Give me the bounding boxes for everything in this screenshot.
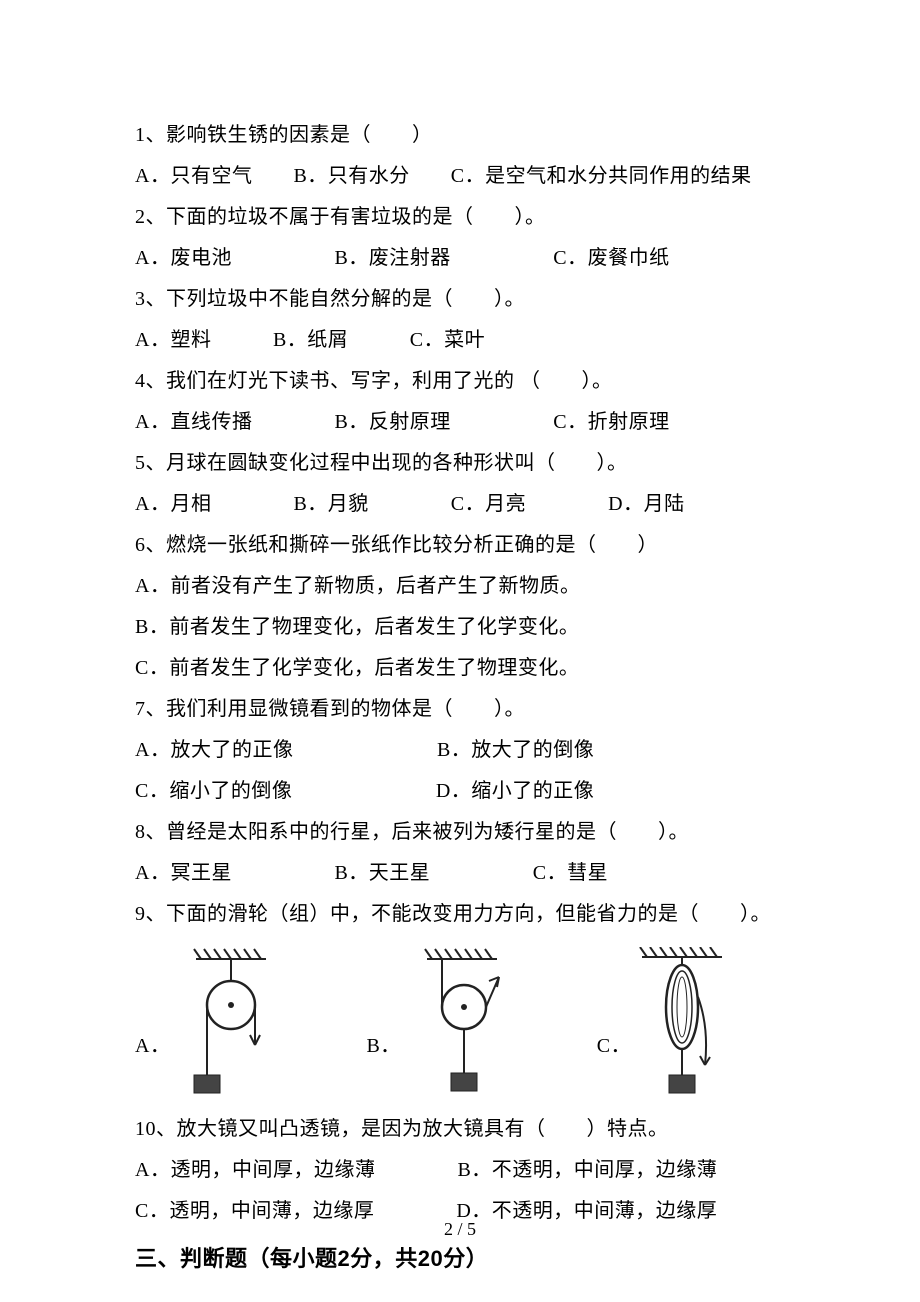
q6-stem: 6、燃烧一张纸和撕碎一张纸作比较分析正确的是（ ） [135, 525, 790, 566]
q10-stem: 10、放大镜又叫凸透镜，是因为放大镜具有（ ）特点。 [135, 1109, 790, 1150]
q7-options-row2: C．缩小了的倒像 D．缩小了的正像 [135, 771, 790, 812]
q3-options: A．塑料 B．纸屑 C．菜叶 [135, 320, 790, 361]
q9-label-a: A． [135, 1026, 170, 1067]
pulley-block-diagram [637, 947, 727, 1097]
q4-stem: 4、我们在灯光下读书、写字，利用了光的 （ ）。 [135, 361, 790, 402]
q2-stem: 2、下面的垃圾不属于有害垃圾的是（ ）。 [135, 197, 790, 238]
q9-label-c: C． [597, 1026, 631, 1067]
q6-option-a: A．前者没有产生了新物质，后者产生了新物质。 [135, 566, 790, 607]
page-content: 1、影响铁生锈的因素是（ ） A．只有空气 B．只有水分 C．是空气和水分共同作… [0, 0, 920, 1281]
fixed-pulley-diagram [176, 947, 286, 1097]
q1-stem: 1、影响铁生锈的因素是（ ） [135, 115, 790, 156]
section-3-heading: 三、判断题（每小题2分，共20分） [135, 1236, 790, 1281]
q9-label-b: B． [366, 1026, 400, 1067]
q7-options-row1: A．放大了的正像 B．放大了的倒像 [135, 730, 790, 771]
q5-stem: 5、月球在圆缺变化过程中出现的各种形状叫（ ）。 [135, 443, 790, 484]
q1-options: A．只有空气 B．只有水分 C．是空气和水分共同作用的结果 [135, 156, 790, 197]
q7-stem: 7、我们利用显微镜看到的物体是（ ）。 [135, 689, 790, 730]
q6-option-b: B．前者发生了物理变化，后者发生了化学变化。 [135, 607, 790, 648]
q10-options-row1: A．透明，中间厚，边缘薄 B．不透明，中间厚，边缘薄 [135, 1150, 790, 1191]
q9-pulley-diagrams: A． B． [135, 947, 790, 1097]
q3-stem: 3、下列垃圾中不能自然分解的是（ ）。 [135, 279, 790, 320]
q9-stem: 9、下面的滑轮（组）中，不能改变用力方向，但能省力的是（ ）。 [135, 894, 790, 935]
q5-options: A．月相 B．月貌 C．月亮 D．月陆 [135, 484, 790, 525]
q8-stem: 8、曾经是太阳系中的行星，后来被列为矮行星的是（ ）。 [135, 812, 790, 853]
movable-pulley-diagram [407, 947, 517, 1097]
q4-options: A．直线传播 B．反射原理 C．折射原理 [135, 402, 790, 443]
q6-option-c: C．前者发生了化学变化，后者发生了物理变化。 [135, 648, 790, 689]
page-number: 2 / 5 [0, 1219, 920, 1240]
q2-options: A．废电池 B．废注射器 C．废餐巾纸 [135, 238, 790, 279]
q8-options: A．冥王星 B．天王星 C．彗星 [135, 853, 790, 894]
